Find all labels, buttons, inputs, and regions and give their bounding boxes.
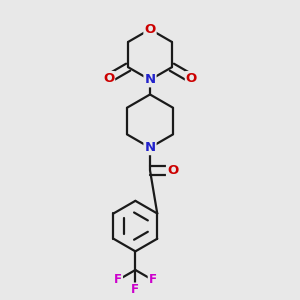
Text: F: F	[131, 284, 140, 296]
Text: F: F	[148, 274, 157, 286]
Text: F: F	[114, 274, 122, 286]
Text: N: N	[144, 73, 156, 86]
Text: O: O	[103, 72, 114, 85]
Text: O: O	[186, 72, 197, 85]
Text: N: N	[144, 141, 156, 154]
Text: O: O	[167, 164, 178, 177]
Text: O: O	[144, 23, 156, 36]
